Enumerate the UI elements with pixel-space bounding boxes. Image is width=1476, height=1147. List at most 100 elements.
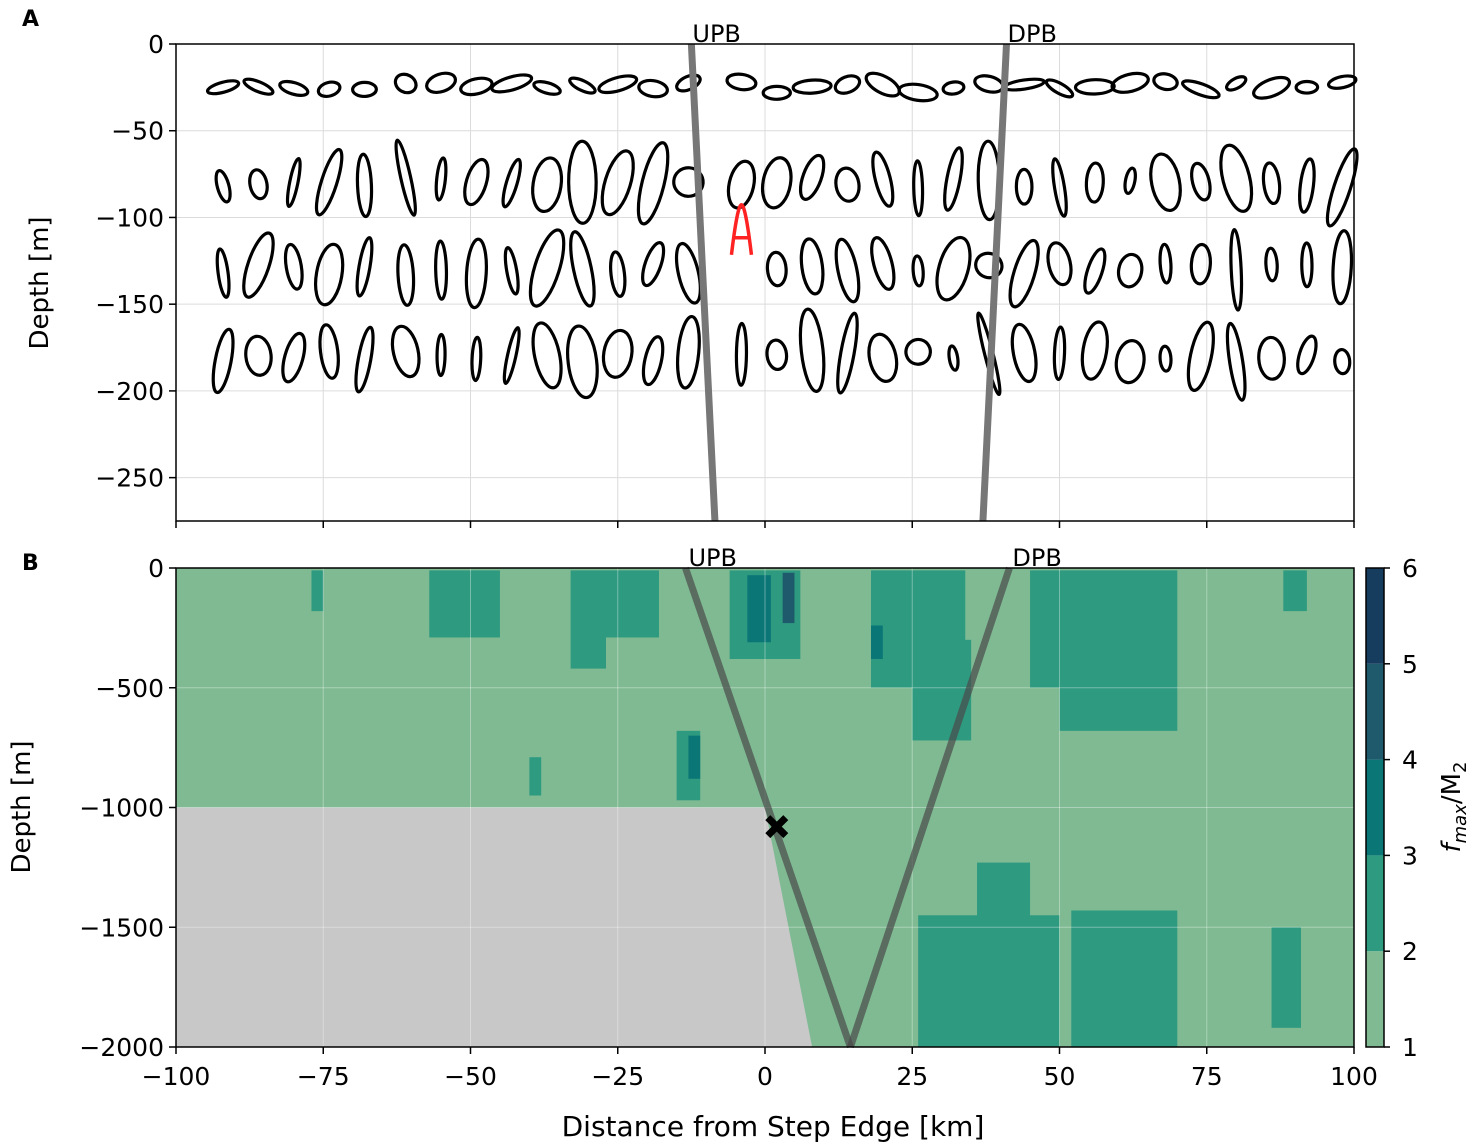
colorbar-segment-2 (1366, 759, 1384, 856)
colorbar-tick-label-2: 3 (1402, 841, 1418, 870)
tidal-ellipse (935, 235, 972, 302)
tidal-ellipse (726, 159, 757, 210)
heatmap-patch-2 (605, 570, 659, 638)
panel-a-beam-dpb (979, 43, 1010, 522)
marker-x (765, 815, 789, 839)
tidal-ellipse (354, 325, 375, 394)
tidal-ellipse (316, 80, 342, 99)
bathymetry-step (176, 807, 813, 1047)
tidal-ellipse (351, 80, 378, 99)
tidal-ellipse (1149, 152, 1182, 213)
heatmap-patch-12 (1283, 570, 1307, 612)
tidal-ellipse (502, 326, 521, 385)
panel-b-xtick-label-8: 100 (1330, 1062, 1378, 1091)
tidal-ellipse (1225, 321, 1247, 402)
tidal-ellipse (734, 321, 749, 387)
tidal-ellipse (394, 138, 417, 217)
panel-a-y-ticks: 0 −50 −100 −150 −200 −250 (95, 30, 176, 493)
tidal-ellipse (725, 72, 758, 92)
panel-b-ytick-label-3: −1500 (79, 913, 164, 942)
tidal-ellipse (567, 139, 598, 225)
panel-b-ytick-label-4: −2000 (79, 1033, 164, 1062)
colorbar-tick-label-5: 6 (1402, 554, 1418, 583)
tidal-ellipse (1219, 143, 1254, 213)
heatmap-patch-10 (1030, 570, 1060, 688)
tidal-ellipse (1294, 79, 1320, 95)
heatmap-patch-3 (311, 570, 324, 612)
tidal-ellipse (1264, 246, 1279, 283)
panel-b-ytick-label-0: 0 (148, 554, 164, 583)
panel-b: B UPB DPB −100 −75 −50 −25 0 25 50 75 100 0−500−1… (7, 544, 1471, 1143)
heatmap-patch-5 (747, 575, 771, 643)
tidal-ellipse (834, 237, 861, 304)
tidal-ellipse (609, 250, 627, 298)
tidal-ellipse (897, 82, 939, 103)
tidal-ellipse (1333, 347, 1352, 376)
x-axis-label: Distance from Step Edge [km] (562, 1110, 985, 1143)
tidal-ellipse (1123, 166, 1137, 195)
tidal-ellipse (941, 80, 966, 96)
tidal-ellipse (1225, 75, 1248, 92)
tidal-ellipse (242, 231, 275, 299)
tidal-ellipse (1300, 241, 1314, 289)
tidal-ellipse (1046, 241, 1073, 287)
heatmap-patch-16 (918, 915, 1060, 1047)
tidal-ellipse (503, 246, 520, 296)
panel-b-x-ticks: −100 −75 −50 −25 0 25 50 75 100 (142, 1047, 1378, 1091)
tidal-ellipse (871, 150, 895, 208)
tidal-ellipse (211, 327, 235, 395)
tidal-ellipse (760, 156, 793, 210)
tidal-ellipse (911, 254, 925, 288)
tidal-ellipse (636, 141, 670, 226)
colorbar-tick-label-3: 4 (1402, 746, 1418, 775)
tidal-ellipse (531, 321, 563, 390)
tidal-ellipse (313, 242, 345, 307)
heatmap-patch-8 (912, 639, 972, 741)
tidal-ellipse (318, 323, 340, 380)
tidal-ellipse (912, 159, 925, 218)
panel-b-xtick-label-5: 25 (896, 1062, 928, 1091)
tidal-ellipse (637, 78, 669, 99)
colorbar: 1 2 3 4 5 6 (1365, 554, 1418, 1062)
colorbar-tick-label-4: 5 (1402, 650, 1418, 679)
tidal-ellipse (765, 250, 788, 288)
panel-b-xtick-label-2: −50 (444, 1062, 497, 1091)
tidal-ellipse (1186, 320, 1215, 392)
panel-a-beam-upb (687, 43, 719, 522)
tidal-ellipse (278, 79, 310, 97)
panel-a-x-ticks (175, 521, 1355, 528)
tidal-ellipse (641, 335, 665, 387)
panel-a-ylabel: Depth [m] (25, 216, 55, 349)
tidal-ellipse (532, 80, 562, 96)
tidal-ellipse (490, 73, 534, 94)
tidal-ellipse (1331, 229, 1354, 306)
tidal-ellipse (1257, 335, 1286, 381)
tidal-ellipse (214, 169, 232, 204)
tidal-ellipse (834, 166, 861, 203)
tidal-ellipse (672, 166, 705, 198)
tidal-ellipse (947, 344, 960, 372)
colorbar-frame (1365, 567, 1385, 1048)
tidal-ellipse (1073, 78, 1116, 96)
tidal-ellipse (1298, 157, 1316, 214)
panel-a-ytick-label-1: −50 (111, 117, 164, 146)
heatmap-patch-0 (429, 570, 500, 638)
tidal-ellipse (248, 168, 269, 201)
panel-a-ytick-label-2: −100 (95, 203, 164, 232)
tidal-ellipse (1052, 325, 1067, 382)
heatmap-patch-15 (529, 757, 542, 796)
tidal-ellipse (600, 149, 635, 217)
panel-b-xtick-label-6: 50 (1044, 1062, 1076, 1091)
tidal-ellipse (1080, 320, 1109, 381)
tidal-ellipse (568, 76, 597, 95)
tidal-ellipse (1325, 147, 1359, 228)
panel-b-xtick-label-3: −25 (591, 1062, 644, 1091)
tidal-ellipse (1084, 161, 1105, 204)
tidal-ellipse (501, 157, 522, 209)
tidal-ellipse (464, 237, 488, 310)
tidal-ellipse (244, 334, 273, 377)
panel-a-ytick-label-4: −200 (95, 377, 164, 406)
tidal-ellipse (434, 156, 448, 202)
tidal-ellipse (641, 241, 666, 288)
